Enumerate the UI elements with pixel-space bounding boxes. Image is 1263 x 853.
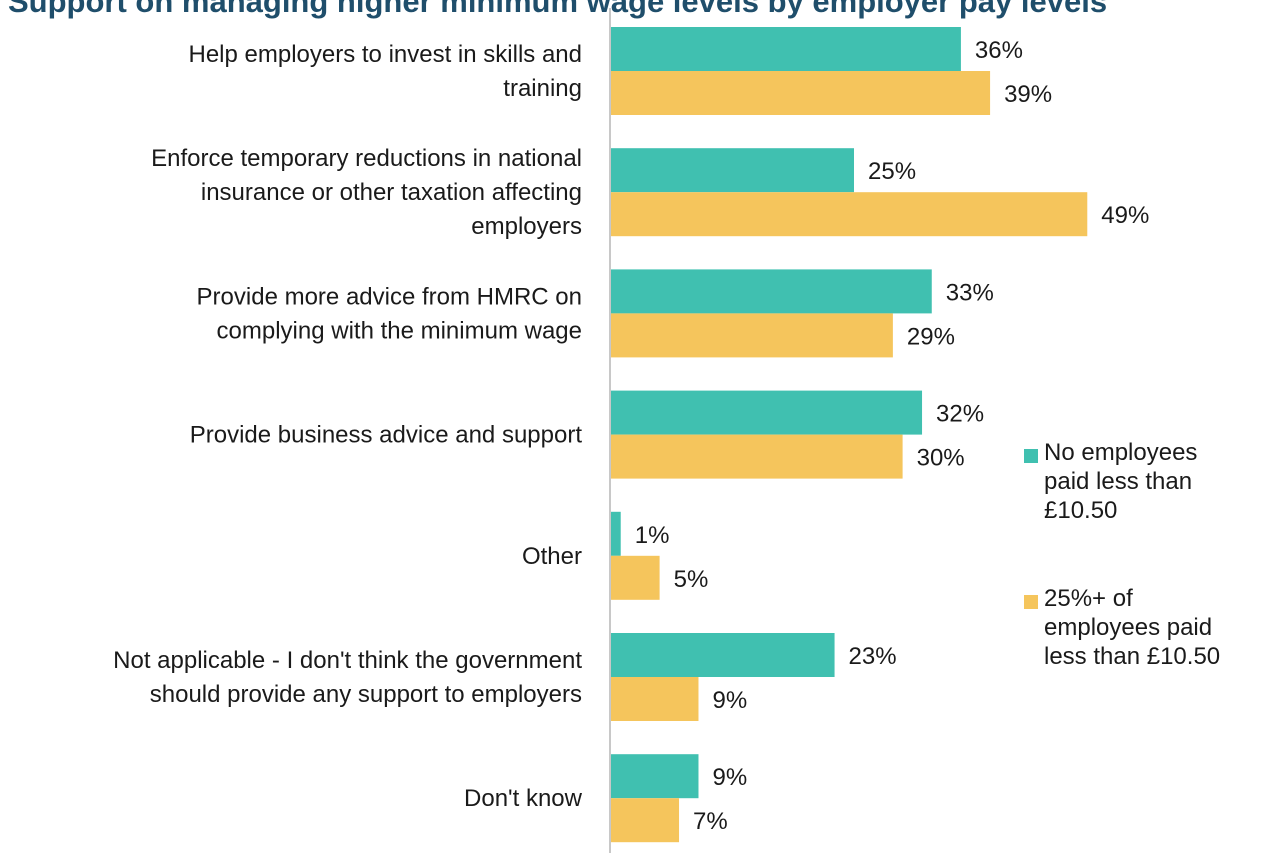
chart-legend: No employees paid less than £10.50 25%+ of e… [1024,438,1260,671]
category-label: Provide business advice and support [190,422,583,449]
category-label: Don't know [464,785,583,812]
bar-series-a [611,390,923,435]
data-label: 33% [946,279,994,306]
category-label: training [503,75,582,102]
data-label: 7% [693,808,728,835]
category-label: should provide any support to employers [150,681,582,708]
bar-series-a [611,633,835,677]
bar-series-a [611,27,961,71]
category-label: Help employers to invest in skills and [188,41,582,68]
data-label: 30% [917,445,965,472]
data-label: 1% [635,522,670,549]
legend-label: less than £10.50 [1044,643,1221,670]
legend-item-series-a: No employees paid less than £10.50 [1024,438,1260,525]
bar-series-a [611,511,621,556]
bar-series-a [611,269,932,314]
bar-series-b [611,71,991,115]
data-label: 9% [712,764,747,791]
category-label: insurance or other taxation affecting [201,179,582,206]
category-label: Other [522,543,582,570]
legend-item-series-b: 25%+ of employees paid less than £10.50 [1024,584,1260,671]
category-label: Not applicable - I don't think the gover… [113,647,582,674]
bar-series-b [611,677,699,721]
data-label: 39% [1004,81,1052,108]
data-label: 5% [674,566,709,593]
bar-series-b [611,192,1088,237]
legend-label: paid less than [1044,468,1193,495]
chart-title: Support on managing higher minimum wage … [8,0,1108,19]
bar-series-b [611,313,893,358]
data-label: 36% [975,37,1023,64]
bar-series-b [611,798,680,843]
bar-series-b [611,555,660,600]
category-label: Provide more advice from HMRC on [197,283,582,310]
category-label: employers [471,213,582,240]
bar-series-a [611,148,854,193]
data-label: 49% [1101,202,1149,229]
legend-label: No employees [1044,439,1198,466]
data-label: 29% [907,323,955,350]
data-label: 9% [712,687,747,714]
data-label: 25% [868,158,916,185]
data-label: 23% [849,643,897,670]
legend-swatch [1024,449,1038,463]
legend-label: employees paid [1044,614,1213,641]
category-label: complying with the minimum wage [217,317,582,344]
data-label: 32% [936,401,984,428]
bar-series-a [611,754,699,799]
category-label: Enforce temporary reductions in national [151,145,582,172]
legend-label: 25%+ of [1044,585,1133,612]
legend-swatch [1024,595,1038,609]
legend-label: £10.50 [1044,497,1118,524]
bar-series-b [611,434,903,479]
